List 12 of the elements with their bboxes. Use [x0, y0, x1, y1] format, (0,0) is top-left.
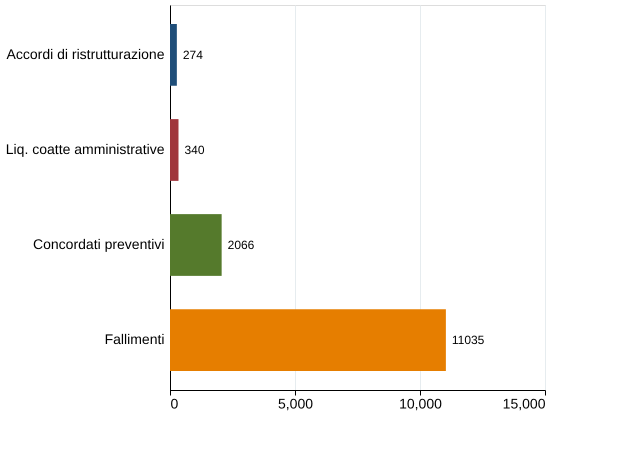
x-tick-label: 5,000	[278, 396, 314, 412]
x-tick-label: 10,000	[399, 396, 442, 412]
x-tick-label: 0	[170, 396, 178, 412]
y-tick-label: Fallimenti	[104, 331, 164, 348]
data-label: 340	[184, 142, 205, 157]
data-label: 274	[182, 48, 204, 62]
x-tick-label: 15,000	[502, 396, 546, 412]
y-tick-label: Accordi di ristrutturazione	[6, 46, 165, 62]
data-label: 11035	[452, 333, 485, 348]
y-tick-label: Concordati preventivi	[32, 236, 164, 252]
data-label: 2066	[228, 238, 255, 252]
y-tick-label: Liq. coatte amministrative	[6, 140, 165, 157]
